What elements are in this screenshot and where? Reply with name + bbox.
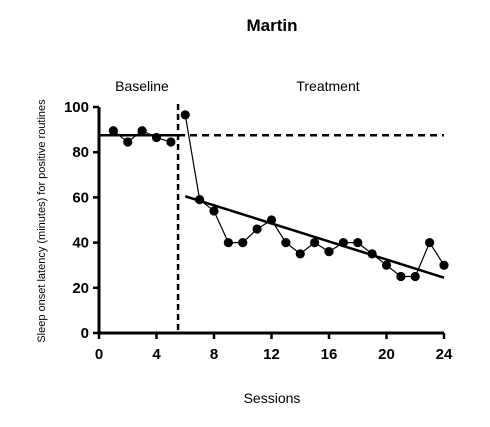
data-point <box>381 260 392 270</box>
data-point <box>195 195 205 205</box>
x-ticks: 0 4 8 12 16 20 24 <box>95 333 453 363</box>
data-point <box>324 247 334 257</box>
data-point <box>367 249 377 259</box>
data-point <box>137 126 147 136</box>
data-point <box>209 206 219 216</box>
data-point <box>425 238 435 248</box>
data-point <box>439 260 449 270</box>
chart-title: Martin <box>247 16 298 35</box>
y-tick-label: 60 <box>72 189 89 206</box>
treatment-series-line <box>184 114 445 278</box>
x-tick-label: 12 <box>263 346 280 363</box>
y-ticks: 0 20 40 60 80 100 <box>64 99 99 342</box>
data-point <box>410 271 420 282</box>
x-tick-label: 20 <box>378 346 395 363</box>
data-point <box>108 126 118 136</box>
data-point <box>353 238 363 248</box>
data-point <box>151 132 162 143</box>
x-axis-label: Sessions <box>244 390 301 406</box>
x-tick-label: 8 <box>210 346 218 363</box>
data-point <box>396 271 406 282</box>
phase-label-treatment: Treatment <box>296 78 359 94</box>
data-point <box>310 238 320 248</box>
y-tick-label: 100 <box>64 99 89 116</box>
data-point <box>338 238 348 248</box>
y-tick-label: 20 <box>72 280 89 297</box>
reference-lines <box>99 104 445 333</box>
data-point <box>223 238 233 248</box>
y-axis-label: Sleep onset latency (minutes) for positi… <box>36 99 48 343</box>
x-tick-label: 16 <box>321 346 338 363</box>
y-tick-label: 40 <box>72 235 89 252</box>
data-point <box>266 215 277 225</box>
x-tick-label: 4 <box>152 346 161 363</box>
data-series <box>108 110 449 282</box>
treatment-trend-line <box>184 195 445 279</box>
x-tick-label: 0 <box>95 346 103 363</box>
x-tick-label: 24 <box>436 346 453 363</box>
data-point <box>123 137 133 147</box>
data-point <box>238 238 248 248</box>
data-point <box>166 137 176 147</box>
y-tick-label: 80 <box>72 144 89 161</box>
data-point <box>180 110 190 120</box>
data-point <box>252 224 262 234</box>
y-tick-label: 0 <box>81 325 89 342</box>
data-point <box>295 249 305 259</box>
data-point <box>281 238 291 248</box>
phase-label-baseline: Baseline <box>115 78 169 94</box>
